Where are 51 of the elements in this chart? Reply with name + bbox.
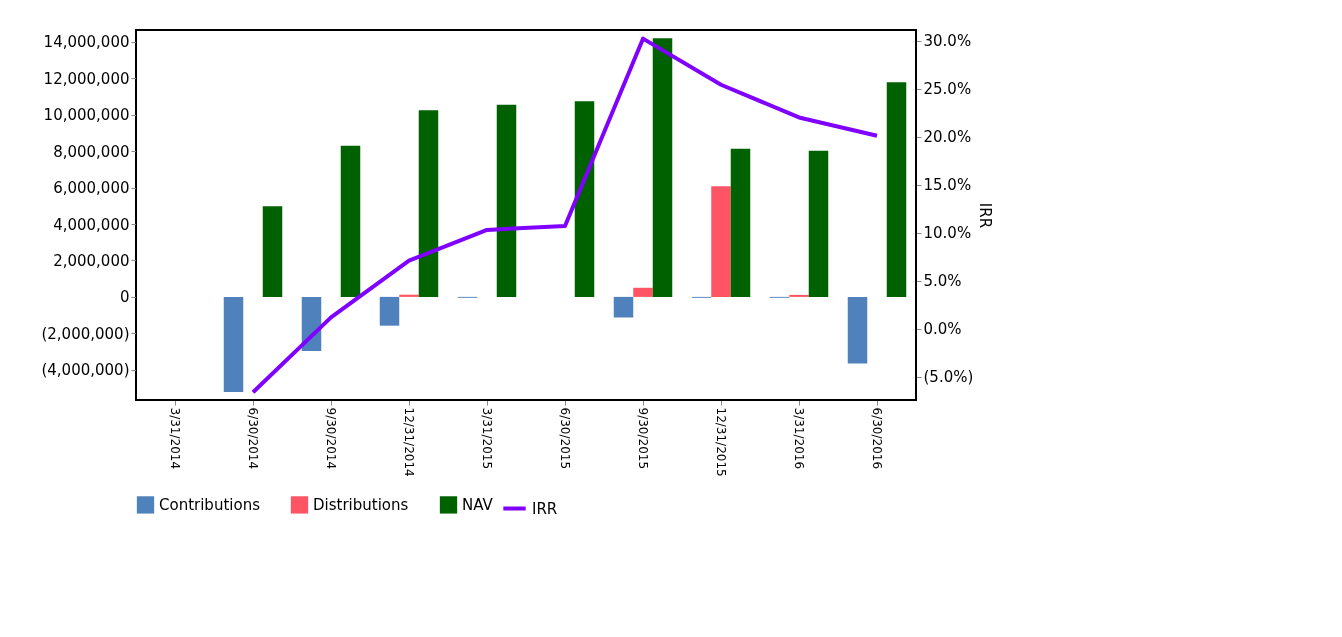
x-tick-label: 12/31/2014: [402, 407, 416, 477]
x-tick-label: 9/30/2014: [324, 407, 338, 470]
x-tick-label: 12/31/2015: [714, 407, 728, 477]
y2-tick-label: 0.0%: [923, 320, 962, 339]
legend-label: Contributions: [159, 495, 261, 514]
y-tick-label: 8,000,000: [53, 142, 130, 161]
bar: [808, 150, 829, 297]
y2-axis-title: IRR: [976, 202, 995, 229]
bar: [379, 296, 400, 326]
y-tick-label: (4,000,000): [41, 361, 130, 380]
line-series: [251, 36, 879, 395]
bar: [613, 296, 634, 318]
bar: [418, 110, 439, 297]
x-tick-label: 3/31/2015: [480, 407, 494, 470]
y-tick-label: (2,000,000): [41, 324, 130, 343]
y2-tick-label: 15.0%: [923, 176, 972, 195]
legend-label: IRR: [532, 499, 558, 518]
y-tick-label: 4,000,000: [53, 215, 130, 234]
y2-tick-label: 20.0%: [923, 128, 972, 147]
y-tick-label: 2,000,000: [53, 251, 130, 270]
y2-tick-label: 5.0%: [923, 272, 962, 291]
y2-tick-label: 25.0%: [923, 80, 972, 99]
y2-tick-label: 30.0%: [923, 32, 972, 51]
x-tick-label: 6/30/2014: [246, 407, 260, 470]
bar: [847, 296, 868, 364]
x-tick-label: 6/30/2015: [558, 407, 572, 470]
y-tick-label: 10,000,000: [43, 106, 130, 125]
x-tick-label: 3/31/2016: [792, 407, 806, 470]
y2-tick-label: (5.0%): [923, 368, 974, 387]
y-tick-label: 14,000,000: [43, 33, 130, 52]
legend-label: Distributions: [313, 495, 409, 514]
legend-label: NAV: [462, 495, 494, 514]
bar: [223, 296, 244, 392]
bar: [574, 101, 595, 297]
y-tick-label: 0: [119, 288, 130, 307]
x-tick-label: 9/30/2015: [636, 407, 650, 470]
bar: [496, 104, 517, 297]
bar: [789, 294, 809, 297]
bar: [340, 145, 361, 297]
bar: [886, 82, 907, 297]
bar: [633, 287, 653, 297]
y-tick-label: 6,000,000: [53, 179, 130, 198]
bar: [399, 294, 419, 297]
bar: [262, 206, 283, 297]
x-tick-label: 3/31/2014: [168, 407, 182, 470]
bar: [652, 38, 673, 297]
bar: [730, 148, 751, 297]
y-tick-label: 12,000,000: [43, 69, 130, 88]
x-tick-label: 6/30/2016: [870, 407, 884, 470]
y2-tick-label: 10.0%: [923, 224, 972, 243]
bar: [711, 186, 731, 297]
